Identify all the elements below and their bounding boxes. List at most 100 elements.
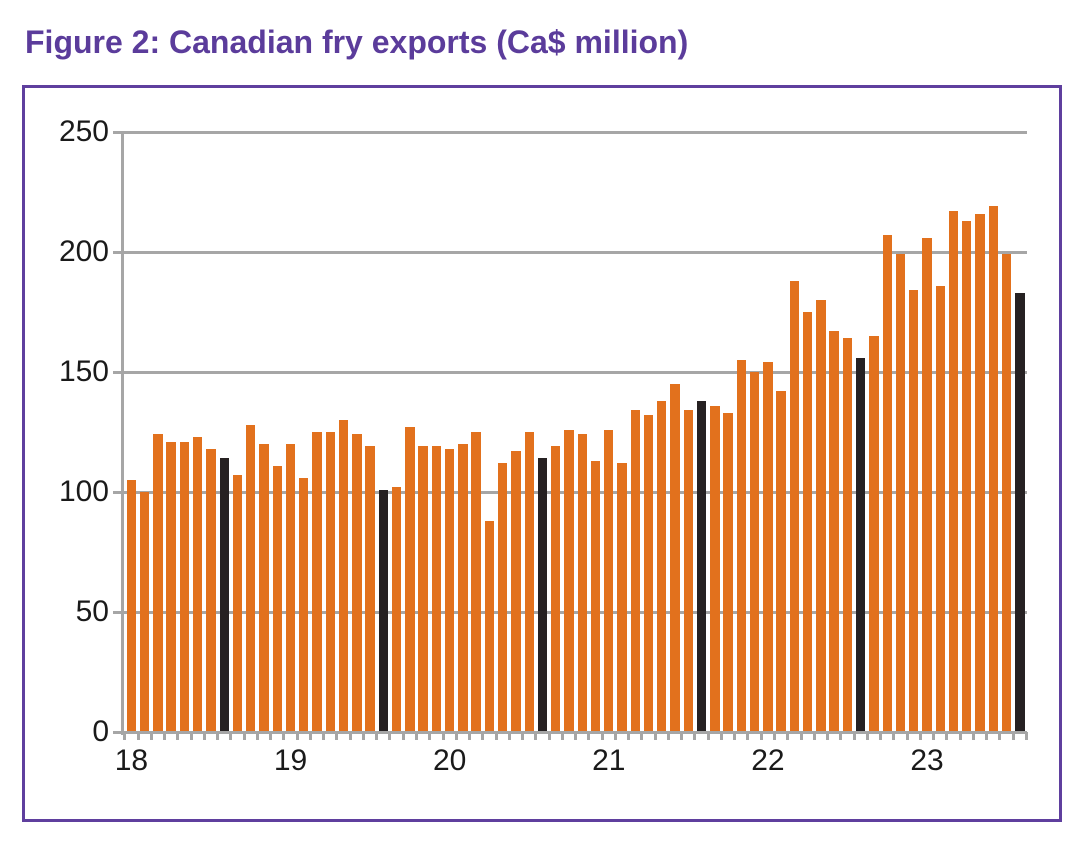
bar-23-Feb xyxy=(935,285,945,732)
bar-18-Jan xyxy=(126,480,137,732)
bar-20-Aug-highlight xyxy=(537,458,548,732)
x-axis-tick-1 xyxy=(136,732,140,740)
x-axis-tick-0 xyxy=(123,732,127,740)
bar-18-Oct xyxy=(246,424,256,732)
bar-20-Jul xyxy=(524,432,534,732)
bar-18-Jul xyxy=(206,448,216,732)
bar-19-Oct xyxy=(405,427,415,732)
bar-22-Apr xyxy=(802,312,813,732)
bar-22-May xyxy=(816,300,826,732)
x-axis-tick-5 xyxy=(189,732,193,740)
x-axis-year-label-21: 21 xyxy=(592,744,626,777)
x-axis-tick-59 xyxy=(905,732,909,740)
bar-22-Dec xyxy=(909,290,919,732)
y-axis-tick-100 xyxy=(113,490,122,494)
bar-19-Nov xyxy=(418,446,428,732)
bar-19-Jan xyxy=(285,444,296,732)
y-axis-tick-250 xyxy=(113,130,122,134)
x-axis-tick-54 xyxy=(839,732,843,740)
x-axis-tick-39 xyxy=(640,732,644,740)
bar-19-Dec xyxy=(431,446,442,732)
bar-23-May xyxy=(975,213,985,732)
bar-19-Sep xyxy=(391,487,402,732)
x-axis-tick-43 xyxy=(693,732,697,740)
bar-23-Jan xyxy=(922,237,932,732)
x-axis-tick-19 xyxy=(375,732,379,740)
y-axis-label-150: 150 xyxy=(58,355,109,388)
x-axis-tick-20 xyxy=(388,732,392,740)
x-axis-tick-52 xyxy=(812,732,816,740)
bar-20-Dec xyxy=(590,460,601,732)
x-axis-tick-2 xyxy=(149,732,153,740)
bar-22-Mar xyxy=(789,280,800,732)
x-axis-tick-12 xyxy=(282,732,286,740)
x-axis-tick-4 xyxy=(176,732,180,740)
x-axis-tick-42 xyxy=(680,732,684,740)
bar-19-Apr xyxy=(325,432,335,732)
x-axis-tick-57 xyxy=(879,732,883,740)
y-axis-label-200: 200 xyxy=(58,235,109,268)
bar-18-Nov xyxy=(259,444,269,732)
x-axis-tick-27 xyxy=(481,732,485,740)
x-axis-tick-10 xyxy=(255,732,259,740)
x-axis-tick-48 xyxy=(759,732,763,740)
bar-22-Aug-highlight xyxy=(856,357,866,732)
bar-21-Jun xyxy=(670,384,680,732)
x-axis-tick-66 xyxy=(998,732,1002,740)
x-axis-tick-7 xyxy=(216,732,220,740)
bar-18-Dec xyxy=(272,465,282,732)
x-axis-tick-60 xyxy=(918,732,922,740)
bar-20-Mar xyxy=(471,432,481,732)
x-axis-tick-55 xyxy=(852,732,856,740)
gridline-150 xyxy=(122,370,1027,374)
x-axis-tick-64 xyxy=(971,732,975,740)
bar-20-Apr xyxy=(484,520,495,732)
bar-20-Oct xyxy=(564,429,574,732)
bar-20-Sep xyxy=(551,446,561,732)
bar-23-Aug-highlight xyxy=(1015,292,1025,732)
bar-23-Mar xyxy=(948,211,959,732)
y-axis-tick-200 xyxy=(113,250,122,254)
bar-18-Aug-highlight xyxy=(219,458,229,732)
bar-20-Jun xyxy=(511,451,521,732)
bar-19-May xyxy=(338,420,349,732)
x-axis-tick-40 xyxy=(653,732,657,740)
x-axis-tick-61 xyxy=(932,732,936,740)
x-axis-tick-67 xyxy=(1011,732,1015,740)
y-axis-label-250: 250 xyxy=(58,115,109,148)
x-axis-tick-63 xyxy=(958,732,962,740)
chart-panel: 0 50 100 150 200 250 18 19 20 21 22 23 xyxy=(22,85,1062,822)
bar-23-Jul xyxy=(1001,254,1012,732)
gridline-50 xyxy=(122,610,1027,614)
x-axis-tick-23 xyxy=(428,732,432,740)
y-axis-label-50: 50 xyxy=(75,595,109,628)
x-axis-year-label-23: 23 xyxy=(910,744,944,777)
x-axis-tick-30 xyxy=(521,732,525,740)
x-axis-tick-14 xyxy=(308,732,312,740)
bar-21-Sep xyxy=(710,405,720,732)
bar-21-Nov xyxy=(736,360,747,732)
bar-19-Aug-highlight xyxy=(378,489,389,732)
plot-area: 0 50 100 150 200 250 18 19 20 21 22 23 xyxy=(25,88,1059,819)
x-axis-tick-68 xyxy=(1024,732,1028,740)
x-axis-year-label-19: 19 xyxy=(273,744,308,777)
x-axis-tick-28 xyxy=(494,732,498,740)
figure-title: Figure 2: Canadian fry exports (Ca$ mill… xyxy=(25,24,689,60)
y-axis-tick-0 xyxy=(113,730,122,734)
x-axis-tick-51 xyxy=(799,732,803,740)
bar-18-Feb xyxy=(139,492,150,732)
x-axis-tick-3 xyxy=(163,732,167,740)
x-axis-tick-9 xyxy=(242,732,246,740)
bar-18-Apr xyxy=(166,441,176,732)
bar-22-Jul xyxy=(842,338,853,732)
y-axis-tick-50 xyxy=(113,610,122,614)
bar-21-Oct xyxy=(723,412,733,732)
gridline-200 xyxy=(122,250,1027,254)
x-axis-tick-8 xyxy=(229,732,233,740)
x-axis-tick-41 xyxy=(666,732,670,740)
bar-18-Sep xyxy=(232,475,243,732)
bar-22-Feb xyxy=(776,391,786,732)
x-axis-tick-16 xyxy=(335,732,339,740)
x-axis-tick-65 xyxy=(985,732,989,740)
bar-21-Jul xyxy=(683,410,693,732)
